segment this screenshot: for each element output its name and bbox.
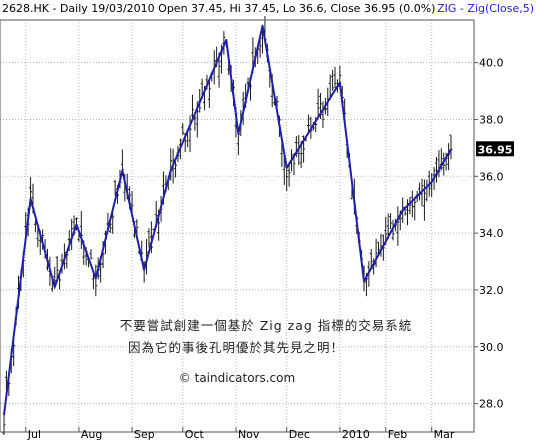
x-tick-label: Jul xyxy=(27,428,41,440)
price-bar xyxy=(188,115,192,152)
x-axis: Jul Aug Sep Oct Nov Dec 2010 Feb Mar xyxy=(25,427,455,440)
x-tick-label: Nov xyxy=(238,428,260,440)
annotation-line-2: 因為它的事後孔明優於其先見之明！ xyxy=(128,340,344,355)
price-bar xyxy=(422,179,426,221)
price-bar xyxy=(408,196,412,215)
x-tick-label: Aug xyxy=(81,428,102,440)
y-tick-label: 28.0 xyxy=(479,398,504,411)
y-tick-label: 38.0 xyxy=(479,113,504,126)
price-bar xyxy=(442,152,446,176)
last-price-box xyxy=(476,141,514,157)
price-bar xyxy=(181,123,185,136)
last-price-label: 36.95 xyxy=(478,143,513,156)
price-bar xyxy=(147,228,151,248)
price-bar xyxy=(389,213,393,230)
price-bar xyxy=(449,134,453,160)
price-bar xyxy=(316,88,320,118)
price-bar xyxy=(369,248,373,267)
price-bar xyxy=(89,249,93,260)
x-tick-label: Oct xyxy=(185,428,205,440)
price-bar xyxy=(2,412,6,435)
x-tick-label: Feb xyxy=(388,428,407,440)
price-bar xyxy=(174,161,178,178)
price-bar xyxy=(321,101,325,128)
x-tick-label: Mar xyxy=(434,428,455,440)
last-price-marker: 36.95 xyxy=(476,141,514,157)
price-bar xyxy=(437,150,441,178)
y-tick-label: 36.0 xyxy=(479,170,504,183)
price-bar xyxy=(396,206,400,246)
chart-header: 2628.HK - Daily 19/03/2010 Open 37.45, H… xyxy=(2,2,435,15)
y-tick-label: 40.0 xyxy=(479,57,504,70)
price-bar xyxy=(130,191,134,213)
plot-frame xyxy=(0,19,475,433)
price-bar xyxy=(108,223,112,233)
price-bar xyxy=(190,94,194,121)
price-bar xyxy=(222,31,226,55)
x-tick-label: Sep xyxy=(134,428,155,440)
price-bar xyxy=(111,212,115,234)
annotation-line-1: 不要嘗試創建一個基於 Zig zag 指標的交易系統 xyxy=(120,318,413,333)
price-bar xyxy=(306,114,310,133)
y-axis: 28.0 30.0 32.0 34.0 36.0 38.0 40.0 xyxy=(474,57,504,411)
y-tick-label: 34.0 xyxy=(479,227,504,240)
x-tick-label: Dec xyxy=(289,428,310,440)
indicator-legend: ZIG - Zig(Close,5) xyxy=(437,2,534,15)
x-tick-label: 2010 xyxy=(342,428,370,440)
price-bar xyxy=(333,66,337,89)
watermark: © taindicators.com xyxy=(179,371,295,385)
price-bar xyxy=(287,164,291,187)
price-bar xyxy=(149,221,153,254)
price-bar xyxy=(331,69,335,91)
price-bar xyxy=(377,241,381,255)
zigzag-line xyxy=(3,24,452,416)
price-bar xyxy=(79,211,83,250)
price-bar xyxy=(207,78,211,108)
price-bar xyxy=(413,196,417,221)
y-tick-label: 32.0 xyxy=(479,284,504,297)
y-tick-label: 30.0 xyxy=(479,341,504,354)
